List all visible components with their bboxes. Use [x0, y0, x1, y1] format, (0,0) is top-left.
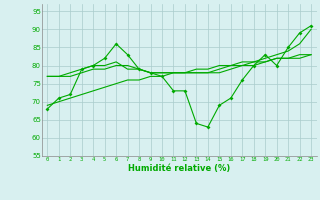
- X-axis label: Humidité relative (%): Humidité relative (%): [128, 164, 230, 173]
